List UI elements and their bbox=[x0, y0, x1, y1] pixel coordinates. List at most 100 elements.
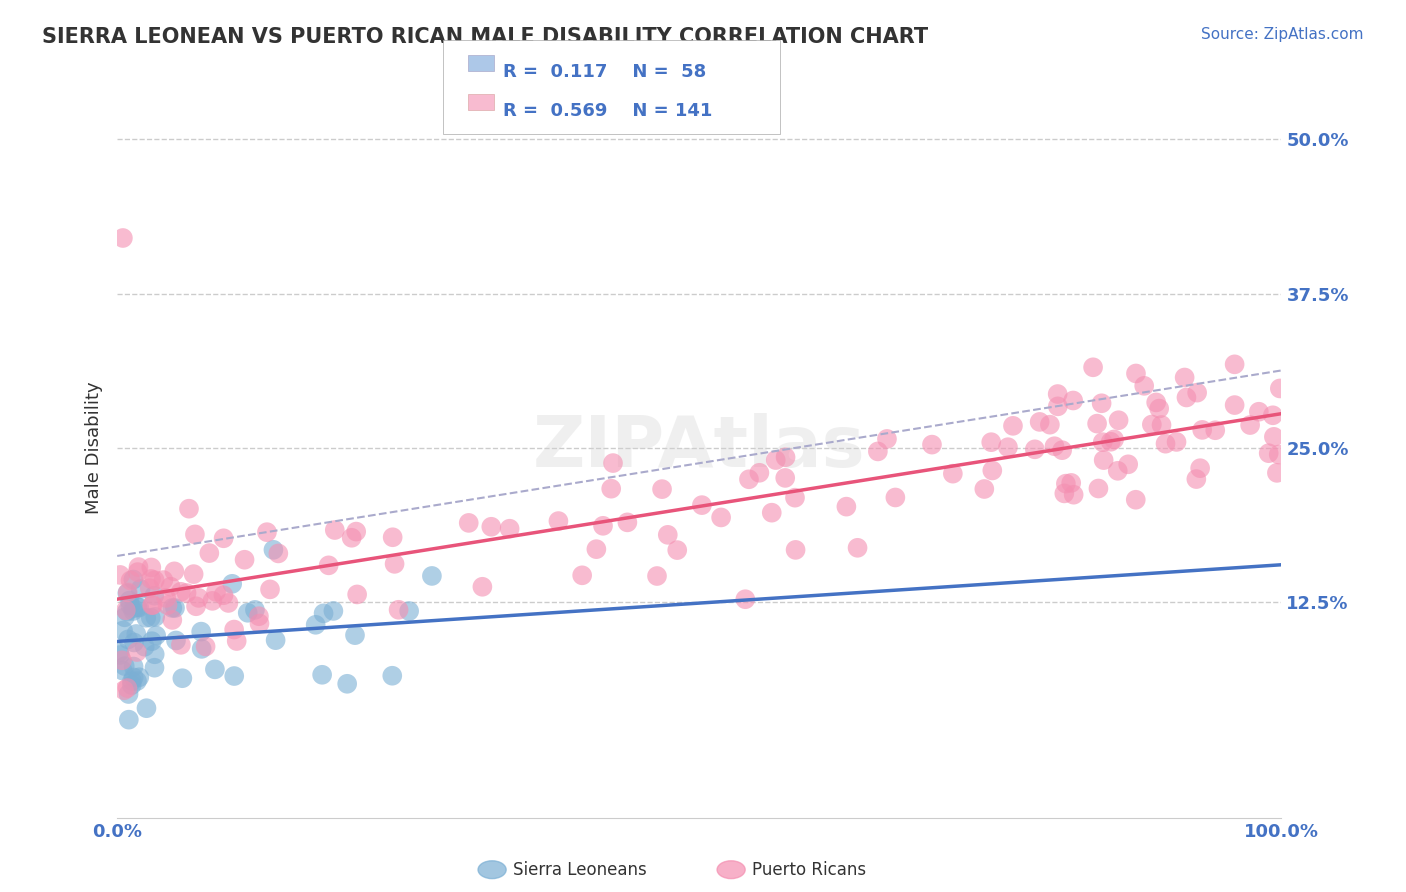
Point bbox=[122, 670, 145, 684]
Point bbox=[1189, 461, 1212, 475]
Point bbox=[457, 516, 479, 530]
Point bbox=[585, 542, 607, 557]
Point bbox=[651, 482, 673, 496]
Point bbox=[247, 609, 270, 624]
Text: R =  0.569    N = 141: R = 0.569 N = 141 bbox=[503, 102, 713, 120]
Point bbox=[645, 569, 668, 583]
Point bbox=[384, 557, 406, 571]
Point bbox=[1091, 396, 1114, 410]
Point bbox=[125, 627, 148, 641]
Point bbox=[1060, 475, 1083, 490]
Point bbox=[177, 501, 200, 516]
Point bbox=[111, 653, 134, 667]
Point bbox=[1150, 417, 1173, 432]
Point bbox=[243, 603, 266, 617]
Text: Sierra Leoneans: Sierra Leoneans bbox=[513, 861, 647, 879]
Point bbox=[256, 525, 278, 540]
Point bbox=[312, 607, 335, 621]
Point bbox=[1144, 395, 1167, 409]
Point bbox=[152, 573, 174, 587]
Point bbox=[1043, 439, 1066, 453]
Point bbox=[387, 603, 409, 617]
Point bbox=[112, 624, 135, 638]
Point bbox=[127, 565, 149, 579]
Point bbox=[921, 437, 943, 451]
Point bbox=[120, 599, 142, 613]
Point bbox=[783, 491, 806, 505]
Point bbox=[1185, 385, 1208, 400]
Point bbox=[117, 687, 139, 701]
Point bbox=[117, 632, 139, 647]
Point bbox=[1261, 409, 1284, 423]
Point bbox=[1081, 360, 1104, 375]
Point bbox=[121, 678, 143, 692]
Point bbox=[690, 498, 713, 512]
Point bbox=[1154, 436, 1177, 450]
Point bbox=[249, 616, 271, 631]
Point bbox=[1268, 381, 1291, 395]
Point bbox=[262, 542, 284, 557]
Point bbox=[145, 628, 167, 642]
Point bbox=[343, 628, 366, 642]
Point bbox=[108, 648, 131, 662]
Point bbox=[1204, 423, 1226, 437]
Point bbox=[120, 574, 142, 588]
Point bbox=[128, 670, 150, 684]
Point bbox=[198, 546, 221, 560]
Point bbox=[785, 542, 807, 557]
Point bbox=[734, 592, 756, 607]
Point bbox=[1087, 482, 1109, 496]
Point bbox=[498, 522, 520, 536]
Point bbox=[111, 231, 134, 245]
Point bbox=[1257, 446, 1279, 460]
Point bbox=[1133, 379, 1156, 393]
Text: Puerto Ricans: Puerto Ricans bbox=[752, 861, 866, 879]
Point bbox=[141, 560, 163, 574]
Point bbox=[128, 600, 150, 615]
Point bbox=[117, 585, 139, 599]
Point bbox=[835, 500, 858, 514]
Point bbox=[233, 553, 256, 567]
Y-axis label: Male Disability: Male Disability bbox=[86, 382, 103, 515]
Point bbox=[1091, 435, 1114, 450]
Point bbox=[108, 568, 131, 582]
Point bbox=[876, 432, 898, 446]
Point bbox=[267, 546, 290, 560]
Text: R =  0.117    N =  58: R = 0.117 N = 58 bbox=[503, 63, 707, 81]
Point bbox=[111, 664, 134, 678]
Point bbox=[212, 588, 235, 602]
Point bbox=[305, 617, 328, 632]
Point bbox=[114, 603, 136, 617]
Point bbox=[221, 576, 243, 591]
Point bbox=[997, 440, 1019, 454]
Point bbox=[1107, 464, 1129, 478]
Point bbox=[118, 713, 141, 727]
Point bbox=[127, 600, 149, 615]
Point bbox=[201, 594, 224, 608]
Text: ZIPAtlas: ZIPAtlas bbox=[533, 414, 866, 483]
Point bbox=[187, 591, 209, 605]
Point bbox=[761, 506, 783, 520]
Point bbox=[156, 598, 179, 612]
Point bbox=[159, 580, 181, 594]
Point bbox=[1028, 415, 1050, 429]
Point bbox=[479, 520, 502, 534]
Point bbox=[217, 596, 239, 610]
Point bbox=[600, 482, 623, 496]
Point bbox=[117, 681, 139, 695]
Point bbox=[117, 586, 139, 600]
Point bbox=[139, 581, 162, 595]
Point bbox=[710, 510, 733, 524]
Point bbox=[134, 640, 156, 654]
Point bbox=[142, 598, 165, 612]
Point bbox=[155, 591, 177, 605]
Point bbox=[1054, 476, 1077, 491]
Point bbox=[183, 567, 205, 582]
Point bbox=[381, 669, 404, 683]
Point bbox=[1247, 405, 1270, 419]
Point bbox=[398, 604, 420, 618]
Point bbox=[122, 601, 145, 615]
Point bbox=[122, 635, 145, 649]
Point bbox=[125, 645, 148, 659]
Point bbox=[176, 586, 198, 600]
